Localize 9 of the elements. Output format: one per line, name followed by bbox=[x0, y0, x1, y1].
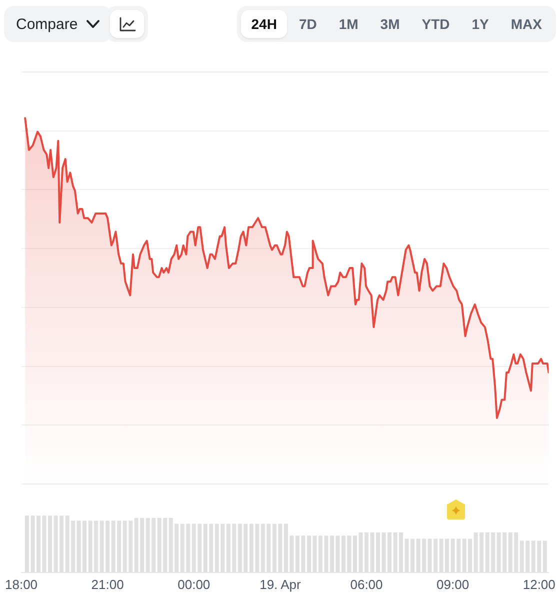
x-tick-label: 12:00 bbox=[522, 576, 556, 592]
x-tick-label: 06:00 bbox=[350, 576, 383, 592]
x-tick-label: 19. Apr bbox=[260, 576, 302, 592]
x-tick-label: 18:00 bbox=[4, 576, 38, 592]
x-tick-label: 00:00 bbox=[178, 576, 210, 592]
x-tick-label: 21:00 bbox=[91, 576, 124, 592]
segmented-control: 24H 7D 1M 3M YTD 1Y MAX bbox=[237, 6, 556, 42]
x-tick-label: 09:00 bbox=[436, 576, 470, 592]
toggle-button[interactable]: 24H bbox=[241, 10, 287, 38]
